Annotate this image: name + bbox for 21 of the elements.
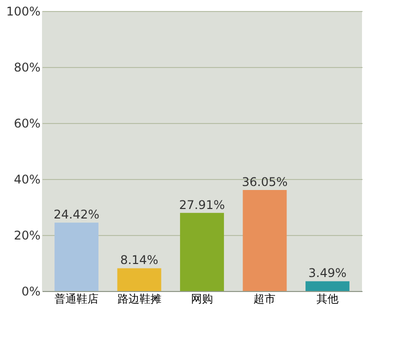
bar [117, 268, 162, 291]
data-label: 24.42% [54, 208, 100, 222]
y-tick-label: 0% [21, 284, 40, 298]
y-tick-label: 20% [14, 228, 40, 242]
bar [242, 190, 287, 291]
data-label: 27.91% [179, 198, 225, 212]
data-label: 3.49% [308, 266, 347, 280]
y-tick-label: 40% [14, 172, 40, 186]
y-tick-label: 80% [14, 60, 40, 74]
x-tick-label: 路边鞋摊 [117, 292, 162, 306]
x-tick-label: 其他 [316, 292, 338, 306]
x-tick-label: 超市 [254, 292, 276, 306]
bar [306, 281, 350, 291]
y-tick-label: 60% [14, 116, 40, 130]
x-tick-label: 普通鞋店 [54, 292, 99, 306]
x-tick-label: 网购 [191, 292, 213, 306]
bar [180, 212, 224, 291]
bar [54, 222, 98, 291]
y-tick-label: 100% [6, 4, 40, 18]
data-label: 36.05% [242, 175, 288, 190]
data-label: 8.14% [120, 253, 158, 268]
